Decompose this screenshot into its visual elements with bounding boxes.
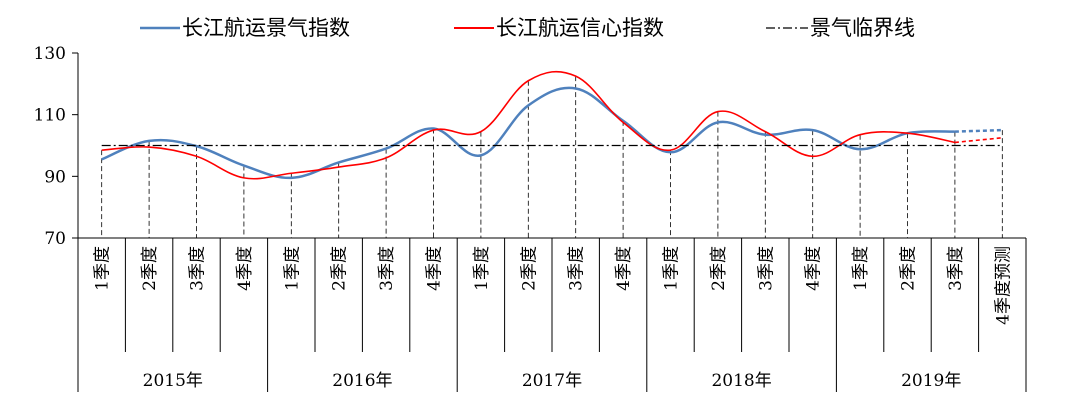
x-tick-label: 1季度	[662, 246, 682, 291]
series-line-0	[101, 86, 955, 180]
series-forecast-1	[954, 136, 1003, 144]
x-tick-label: 4季度预测	[993, 246, 1013, 325]
x-tick-label: 4季度	[804, 246, 824, 291]
x-tick-label: 2季度	[330, 246, 350, 291]
x-tick-label: 3季度	[946, 246, 966, 291]
year-label: 2015年	[143, 371, 203, 391]
legend-item-xinxin: 长江航运信心指数	[454, 16, 664, 40]
x-tick-label: 3季度	[188, 246, 208, 291]
x-tick-label: 1季度	[851, 246, 871, 291]
legend-label-threshold: 景气临界线	[810, 16, 915, 40]
x-axis: 1季度 2季度 3季度 4季度 1季度 2季度 3季度 4季度 1季度 2季度 3季度 4季度 1季度 2…	[77, 76, 1027, 392]
y-tick-label: 70	[44, 229, 66, 249]
x-tick-label: 2季度	[140, 246, 160, 291]
y-tick-label: 110	[34, 106, 66, 126]
year-label: 2018年	[711, 371, 771, 391]
x-tick-label: 1季度	[93, 246, 113, 291]
y-tick-label: 90	[44, 167, 66, 187]
y-ticks: 70 90 110 130	[34, 44, 78, 249]
year-label: 2017年	[522, 371, 582, 391]
series-forecast-0	[954, 128, 1003, 133]
legend-item-jingqi: 长江航运景气指数	[140, 16, 350, 40]
x-tick-label: 3季度	[756, 246, 776, 291]
year-label: 2016年	[332, 371, 392, 391]
x-tick-label: 1季度	[282, 246, 302, 291]
x-tick-label: 4季度	[614, 246, 634, 291]
x-tick-label: 2季度	[899, 246, 919, 291]
year-label: 2019年	[901, 371, 961, 391]
legend-item-threshold: 景气临界线	[766, 16, 915, 40]
plot-area	[101, 70, 1003, 180]
x-tick-label: 2季度	[709, 246, 729, 291]
x-tick-label: 3季度	[377, 246, 397, 291]
y-axis: 70 90 110 130	[34, 44, 79, 249]
x-tick-label: 4季度	[235, 246, 255, 291]
legend: 长江航运景气指数 长江航运信心指数 景气临界线	[140, 16, 915, 40]
x-tick-label: 4季度	[425, 246, 445, 291]
legend-label-jingqi: 长江航运景气指数	[182, 16, 350, 40]
x-tick-label: 2季度	[519, 246, 539, 291]
x-tick-label: 1季度	[472, 246, 492, 291]
legend-label-xinxin: 长江航运信心指数	[496, 16, 664, 40]
x-tick-label: 3季度	[567, 246, 587, 291]
series-line-1	[101, 70, 956, 180]
y-tick-label: 130	[34, 44, 66, 64]
